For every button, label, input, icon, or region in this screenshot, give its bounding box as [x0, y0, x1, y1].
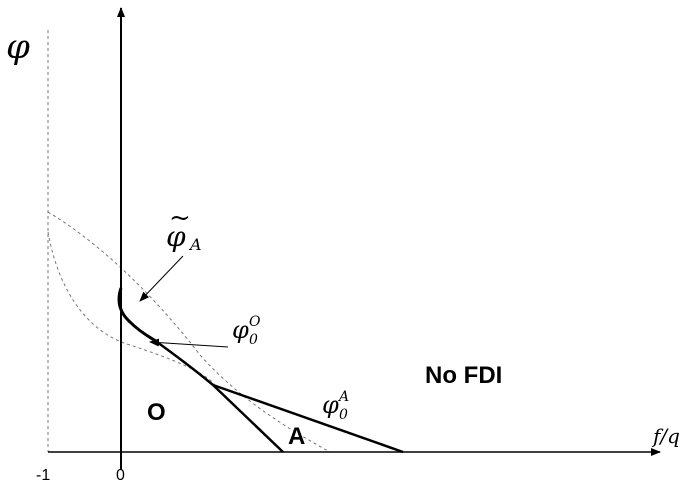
phi-0-a-sub: 0 [339, 407, 348, 423]
y-axis-label: φ [6, 27, 30, 67]
region-label-o: O [147, 399, 166, 426]
label-phi-tilde-a: ~ φ A [166, 203, 202, 254]
dashed-curve-lower [47, 231, 216, 386]
region-label-no-fdi: No FDI [425, 362, 502, 389]
dashed-curve-upper [47, 211, 331, 453]
tick-label-zero: 0 [116, 467, 125, 484]
phi-0-a-sup: A [337, 389, 349, 405]
phi-0-a-base: φ [322, 391, 339, 419]
phi-0-o-sub: 0 [249, 332, 258, 348]
curve-phi-0-o [156, 340, 214, 386]
tick-label-neg-one: -1 [36, 467, 50, 484]
arrow-phi-0-o [149, 338, 229, 348]
label-phi-0-o: φ O 0 [232, 314, 261, 348]
phi-0-o-sup: O [249, 314, 261, 330]
phi-tilde-sub: A [188, 235, 202, 254]
arrow-phi-tilde [139, 255, 184, 302]
label-phi-0-a: φ A 0 [322, 389, 349, 423]
phi-tilde-accent: ~ [169, 203, 191, 233]
curve-phi-0-a [212, 383, 404, 454]
x-axis-label: f/q [651, 424, 680, 448]
curve-phi-tilde-a [117, 287, 158, 344]
phi-0-o-base: φ [232, 316, 249, 344]
phi-tilde-base: φ [166, 220, 186, 253]
region-label-a: A [288, 423, 305, 450]
boundary-line-a [212, 384, 284, 453]
